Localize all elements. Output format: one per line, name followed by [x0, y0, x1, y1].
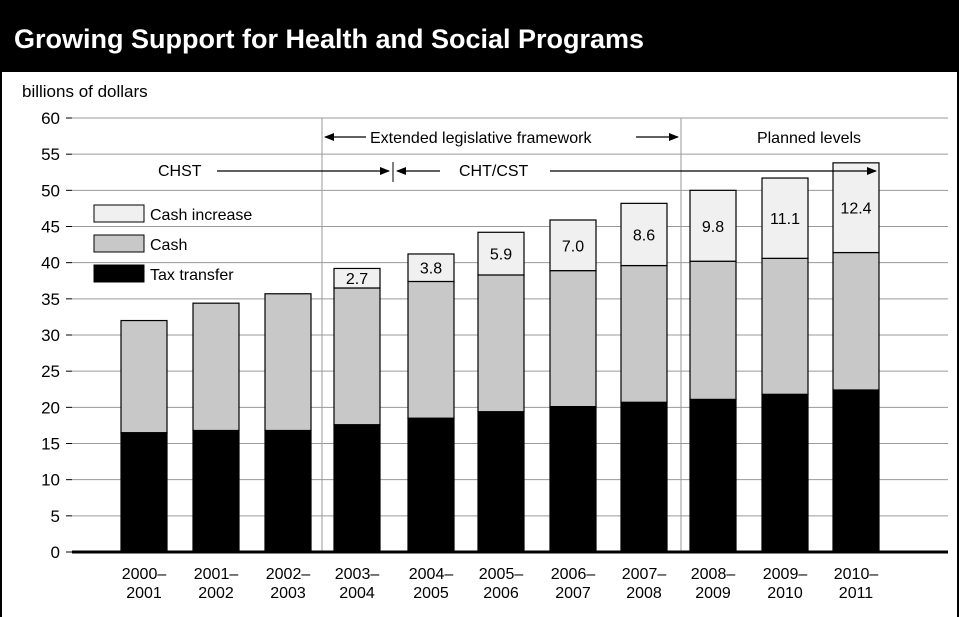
y-tick-label: 10	[41, 471, 60, 490]
y-tick-label: 20	[41, 398, 60, 417]
bar-cash	[761, 257, 809, 395]
y-tick-label: 25	[41, 362, 60, 381]
bar-tax-transfer	[549, 406, 597, 553]
bar-cash	[477, 274, 525, 413]
x-tick-label: 2009	[695, 585, 731, 602]
bar-cash	[407, 280, 455, 419]
bar-cash-increase	[832, 162, 880, 254]
bar-cash	[832, 251, 880, 391]
y-tick-label: 45	[41, 218, 60, 237]
legend-swatch	[93, 234, 145, 253]
x-tick-label: 2003	[270, 585, 306, 602]
y-tick-label: 60	[41, 109, 60, 128]
annotation-cht-cst: CHT/CST	[459, 163, 529, 180]
x-tick-label: 2010–	[834, 566, 879, 583]
data-label: 12.4	[840, 201, 871, 218]
bar-cash-increase	[549, 219, 597, 272]
x-tick-label: 2004	[339, 585, 375, 602]
y-tick-label: 50	[41, 181, 60, 200]
x-tick-label: 2007	[555, 585, 591, 602]
bar-cash-increase	[477, 231, 525, 276]
y-tick-label: 55	[41, 145, 60, 164]
bar-cash	[620, 264, 668, 403]
bar-cash	[333, 287, 381, 426]
y-tick-label: 0	[51, 543, 60, 562]
legend-label: Cash increase	[150, 207, 252, 224]
bar-tax-transfer	[192, 429, 240, 553]
x-tick-label: 2003–	[335, 566, 380, 583]
left-border	[0, 72, 2, 617]
data-label: 8.6	[633, 227, 655, 244]
x-tick-label: 2001	[126, 585, 162, 602]
legend-label: Tax transfer	[150, 267, 234, 284]
bar-cash-increase	[689, 189, 737, 262]
x-tick-label: 2005	[413, 585, 449, 602]
bar-cash	[192, 302, 240, 432]
y-tick-label: 5	[51, 507, 60, 526]
right-border	[957, 72, 959, 617]
x-tick-label: 2000–	[122, 566, 167, 583]
bar-cash-increase	[333, 267, 381, 289]
y-axis-label: billions of dollars	[22, 82, 148, 101]
bar-tax-transfer	[832, 389, 880, 553]
annotation-extended: Extended legislative framework	[370, 130, 592, 147]
bar-tax-transfer	[407, 417, 455, 553]
data-label: 5.9	[490, 247, 512, 264]
bar-cash	[549, 270, 597, 408]
legend-label: Cash	[150, 237, 187, 254]
data-label: 3.8	[420, 261, 442, 278]
y-tick-label: 15	[41, 435, 60, 454]
x-tick-label: 2004–	[409, 566, 454, 583]
x-tick-label: 2006	[483, 585, 519, 602]
data-label: 9.8	[702, 219, 724, 236]
data-label: 7.0	[562, 238, 584, 255]
bar-cash-increase	[407, 253, 455, 283]
legend-swatch	[93, 204, 145, 223]
bar-cash-increase	[761, 177, 809, 259]
x-tick-label: 2002–	[266, 566, 311, 583]
annotation-planned: Planned levels	[757, 130, 861, 147]
x-tick-label: 2009–	[763, 566, 808, 583]
x-tick-label: 2005–	[479, 566, 524, 583]
data-label: 2.7	[346, 271, 368, 288]
x-tick-label: 2008	[626, 585, 662, 602]
title-bar: Growing Support for Health and Social Pr…	[0, 0, 959, 72]
bar-cash	[120, 319, 168, 434]
x-tick-label: 2008–	[691, 566, 736, 583]
bar-cash	[264, 293, 312, 432]
bar-tax-transfer	[477, 411, 525, 553]
x-tick-label: 2001–	[194, 566, 239, 583]
annotation-chst: CHST	[158, 163, 202, 180]
chart-title: Growing Support for Health and Social Pr…	[14, 24, 645, 54]
bar-tax-transfer	[689, 398, 737, 553]
x-tick-label: 2002	[198, 585, 234, 602]
x-tick-label: 2011	[839, 585, 874, 602]
y-tick-label: 35	[41, 290, 60, 309]
data-label: 11.1	[770, 211, 800, 228]
bar-cash	[689, 260, 737, 400]
bar-tax-transfer	[120, 432, 168, 553]
y-tick-label: 30	[41, 326, 60, 345]
bar-tax-transfer	[761, 393, 809, 553]
legend-swatch	[93, 264, 145, 283]
bar-tax-transfer	[264, 429, 312, 553]
x-tick-label: 2007–	[622, 566, 667, 583]
x-tick-label: 2006–	[551, 566, 596, 583]
y-tick-label: 40	[41, 254, 60, 273]
x-tick-label: 2010	[767, 585, 803, 602]
bar-cash-increase	[620, 202, 668, 267]
bar-tax-transfer	[620, 401, 668, 553]
bar-tax-transfer	[333, 424, 381, 553]
